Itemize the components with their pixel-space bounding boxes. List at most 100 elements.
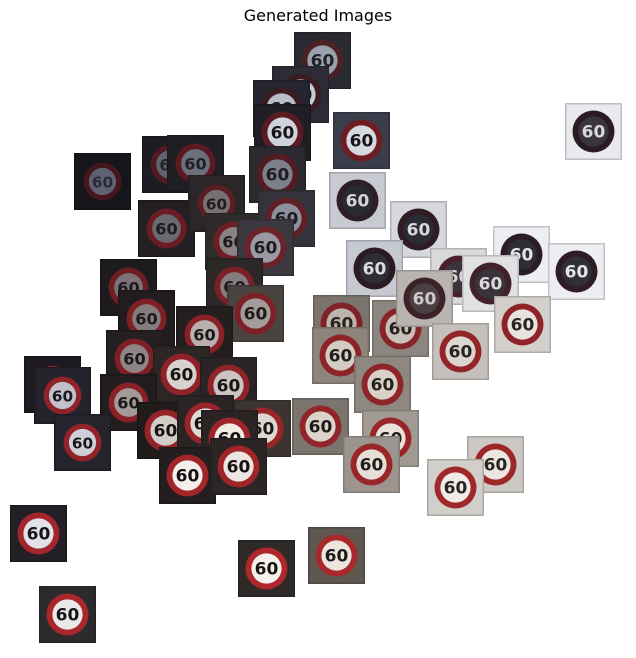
sign-text: 60 [92, 174, 113, 192]
speed-limit-sign-image: 60 [354, 356, 411, 413]
sign-text: 60 [565, 263, 589, 283]
generated-image-tile: 60 [494, 296, 551, 353]
sign-face [475, 268, 506, 299]
sign-text: 60 [329, 347, 353, 367]
sign-face [321, 540, 352, 571]
sign-face [23, 518, 54, 549]
generated-image-tile: 60 [329, 172, 386, 229]
sign-text: 60 [123, 350, 145, 369]
sign-text: 60 [254, 239, 278, 259]
sign-face [445, 336, 476, 367]
speed-limit-sign-image: 60 [39, 586, 96, 643]
sign-text: 60 [271, 124, 295, 144]
speed-limit-sign-image: 60 [329, 172, 386, 229]
sign-text: 60 [170, 366, 194, 386]
speed-limit-sign-image: 60 [432, 323, 489, 380]
sign-face [480, 449, 511, 480]
sign-face [190, 320, 219, 349]
sign-face [267, 117, 298, 148]
generated-image-tile: 60 [210, 438, 267, 495]
sign-face [172, 460, 203, 491]
sign-face [68, 428, 97, 457]
sign-text: 60 [479, 275, 503, 295]
sign-face [305, 411, 336, 442]
sign-text: 60 [193, 326, 215, 345]
sign-face [114, 388, 143, 417]
speed-limit-sign-image: 60 [427, 459, 484, 516]
speed-limit-sign-image: 60 [238, 540, 295, 597]
sign-text: 60 [217, 377, 241, 397]
sign-text: 60 [52, 388, 73, 406]
generated-image-tile: 60 [343, 436, 400, 493]
speed-limit-sign-image: 60 [138, 200, 195, 257]
sign-text: 60 [27, 525, 51, 545]
speed-limit-sign-image: 60 [292, 398, 349, 455]
sign-face [262, 159, 293, 190]
sign-face [561, 256, 592, 287]
sign-text: 60 [325, 547, 349, 567]
sign-text: 60 [155, 220, 177, 239]
speed-limit-sign-image: 60 [159, 447, 216, 504]
speed-limit-sign-image: 60 [167, 135, 224, 192]
speed-limit-sign-image: 60 [333, 112, 390, 169]
generated-image-tile: 60 [565, 103, 622, 160]
figure-title: Generated Images [243, 6, 393, 25]
sign-text: 60 [360, 456, 384, 476]
generated-image-tile: 60 [238, 540, 295, 597]
sign-face [409, 283, 440, 314]
sign-face [251, 553, 282, 584]
sign-face [367, 369, 398, 400]
generated-image-tile: 60 [237, 219, 294, 276]
generated-image-tile: 60 [346, 240, 403, 297]
generated-image-tile: 60 [54, 414, 111, 471]
speed-limit-sign-image: 60 [565, 103, 622, 160]
sign-text: 60 [511, 316, 535, 336]
generated-image-tile: 60 [493, 226, 550, 283]
sign-text: 60 [444, 479, 468, 499]
generated-image-tile: 60 [396, 270, 453, 327]
speed-limit-sign-image: 60 [346, 240, 403, 297]
speed-limit-sign-image: 60 [343, 436, 400, 493]
sign-face [359, 253, 390, 284]
sign-text: 60 [449, 343, 473, 363]
speed-limit-sign-image: 60 [249, 146, 306, 203]
speed-limit-sign-image: 60 [54, 414, 111, 471]
sign-face [223, 451, 254, 482]
speed-limit-sign-image: 60 [227, 285, 284, 342]
generated-image-tile: 60 [39, 586, 96, 643]
sign-face [150, 415, 181, 446]
sign-face [152, 214, 181, 243]
sign-text: 60 [309, 418, 333, 438]
sign-face [48, 381, 77, 410]
sign-text: 60 [484, 456, 508, 476]
generated-image-tile: 60 [333, 112, 390, 169]
sign-face [52, 599, 83, 630]
sign-text: 60 [184, 155, 206, 174]
sign-text: 60 [407, 221, 431, 241]
sign-text: 60 [255, 560, 279, 580]
generated-image-tile: 60 [548, 243, 605, 300]
speed-limit-sign-image: 60 [10, 505, 67, 562]
sign-face [181, 149, 210, 178]
generated-image-tile: 60 [432, 323, 489, 380]
speed-limit-sign-image: 60 [74, 153, 131, 210]
sign-face [507, 309, 538, 340]
sign-face [342, 185, 373, 216]
sign-face [578, 116, 609, 147]
speed-limit-sign-image: 60 [548, 243, 605, 300]
sign-text: 60 [56, 606, 80, 626]
sign-text: 60 [350, 132, 374, 152]
sign-text: 60 [135, 310, 157, 329]
sign-face [250, 232, 281, 263]
generated-image-tile: 60 [74, 153, 131, 210]
sign-face [202, 189, 231, 218]
speed-limit-sign-image: 60 [308, 527, 365, 584]
sign-text: 60 [371, 376, 395, 396]
generated-image-tile: 60 [354, 356, 411, 413]
sign-text: 60 [346, 192, 370, 212]
sign-text: 60 [582, 123, 606, 143]
speed-limit-sign-image: 60 [493, 226, 550, 283]
sign-face [240, 298, 271, 329]
generated-image-tile: 60 [138, 200, 195, 257]
